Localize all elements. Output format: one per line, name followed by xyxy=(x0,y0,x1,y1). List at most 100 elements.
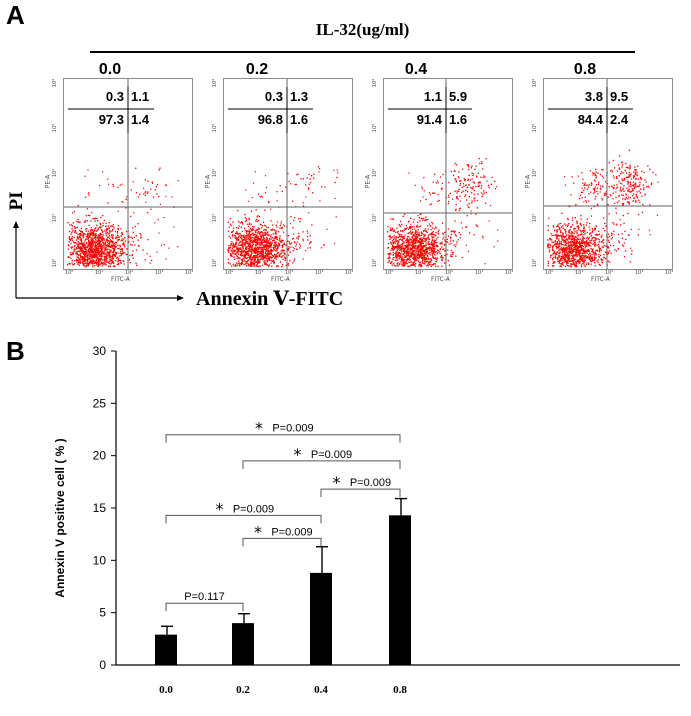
fc-xtick-label: 10² xyxy=(125,270,134,276)
fc-ytick-label: 10¹ xyxy=(372,213,379,223)
fc-ytick-label: 10² xyxy=(372,168,379,178)
y-tick-label: 10 xyxy=(93,553,107,567)
fc-ytick-label: 10³ xyxy=(532,123,539,133)
annexin-bar-chart: P=0.117 * P=0.009 * P=0.009 * P=0.009 * P=0.009 *… xyxy=(53,344,680,696)
quadrant-lr-value: 1.4 xyxy=(131,112,150,127)
panel-a-letter: A xyxy=(6,0,25,30)
fc-xtick-label: 10¹ xyxy=(415,270,424,276)
bar-0.2 xyxy=(232,623,254,665)
fc-xtick-label: 10¹ xyxy=(575,270,584,276)
fc-ytick-label: 10⁴ xyxy=(212,78,219,88)
y-axis-title: Annexin V positive cell ( % ) xyxy=(53,438,67,597)
fc-xtick-label: 10⁰ xyxy=(225,270,234,276)
annexin-axis-label: Annexin Ⅴ-FITC xyxy=(196,288,344,310)
fc-xtick-label: 10⁰ xyxy=(385,270,394,276)
bar-0.8 xyxy=(389,515,411,665)
fc-ytick-label: 10² xyxy=(212,168,219,178)
x-tick-label: 0.0 xyxy=(159,684,173,696)
fc-xtick-label: 10³ xyxy=(635,270,644,276)
flow-plot-0: 0.3 1.1 97.3 1.4 xyxy=(63,78,193,270)
fc-ytick-label: 10³ xyxy=(212,123,219,133)
fc-ytick-label: 10² xyxy=(52,168,59,178)
comparison-bracket xyxy=(242,537,322,547)
fc-xtick-label: 10³ xyxy=(155,270,164,276)
comparison-bracket xyxy=(165,602,244,612)
quadrant-lr-value: 1.6 xyxy=(449,112,468,127)
flow-plot-3: 3.8 9.5 84.4 2.4 xyxy=(543,78,673,270)
fc-xtick-label: 10³ xyxy=(475,270,484,276)
x-tick-label: 0.4 xyxy=(314,684,328,696)
quadrant-lr-value: 1.6 xyxy=(290,112,309,127)
dose-label-3: 0.8 xyxy=(573,61,597,78)
fc-ytick-label: 10⁴ xyxy=(532,78,539,88)
comparison-bracket xyxy=(242,460,401,469)
fc-yaxis-name: PE-A xyxy=(204,174,212,189)
fc-xtick-label: 10⁴ xyxy=(505,270,514,276)
significance-star: * xyxy=(255,419,263,438)
dose-label-2: 0.4 xyxy=(404,61,428,78)
fc-yaxis-name: PE-A xyxy=(364,174,372,189)
fc-ytick-label: 10⁴ xyxy=(372,78,379,88)
flow-plot-1: 0.3 1.3 96.8 1.6 xyxy=(223,78,353,270)
fc-xaxis-name: FITC-A xyxy=(591,276,610,283)
bar-0.0 xyxy=(155,634,177,665)
comparison-p-value: P=0.009 xyxy=(233,503,274,515)
significance-star: * xyxy=(333,473,341,492)
fc-ytick-label: 10² xyxy=(532,168,539,178)
y-tick-label: 5 xyxy=(99,606,106,620)
comparison-p-value: P=0.117 xyxy=(184,591,224,603)
fc-xtick-label: 10⁴ xyxy=(185,270,194,276)
quadrant-ll-value: 84.4 xyxy=(577,112,603,127)
y-tick-label: 0 xyxy=(99,658,106,672)
flow-scatter-3 xyxy=(544,79,672,269)
y-tick-label: 25 xyxy=(93,396,107,410)
fc-xtick-label: 10¹ xyxy=(95,270,104,276)
fc-yaxis-name: PE-A xyxy=(524,174,532,189)
comparison-bracket xyxy=(165,514,322,524)
treatment-title: IL-32(ug/ml) xyxy=(315,20,410,39)
fc-xtick-label: 10⁰ xyxy=(545,270,554,276)
x-tick-label: 0.8 xyxy=(393,684,407,696)
fc-xtick-label: 10⁰ xyxy=(65,270,74,276)
comparison-p-value: P=0.009 xyxy=(271,526,312,538)
pi-axis-label: PI xyxy=(6,191,27,211)
quadrant-ur-value: 9.5 xyxy=(610,89,629,104)
comparison-bracket xyxy=(320,488,401,498)
quadrant-ll-value: 91.4 xyxy=(416,112,442,127)
quadrant-ur-value: 5.9 xyxy=(449,89,468,104)
bar-0.4 xyxy=(310,572,332,665)
treatment-title-rule xyxy=(90,51,635,53)
flow-scatter-0 xyxy=(64,79,192,269)
fc-ytick-label: 10¹ xyxy=(212,213,219,223)
y-tick-label: 30 xyxy=(93,344,107,358)
flow-scatter-2 xyxy=(384,79,512,269)
fc-xtick-label: 10² xyxy=(445,270,454,276)
y-tick-label: 20 xyxy=(93,449,107,463)
quadrant-ll-value: 96.8 xyxy=(257,112,283,127)
significance-star: * xyxy=(254,522,262,541)
fc-ytick-label: 10⁴ xyxy=(52,78,59,88)
fc-xtick-label: 10¹ xyxy=(255,270,264,276)
fc-yaxis-name: PE-A xyxy=(44,174,52,189)
comparison-p-value: P=0.009 xyxy=(350,477,391,489)
significance-star: * xyxy=(216,499,224,518)
fc-ytick-label: 10⁰ xyxy=(52,258,59,268)
dose-label-1: 0.2 xyxy=(245,61,269,78)
significance-star: * xyxy=(294,445,302,464)
quadrant-ul-value: 0.3 xyxy=(105,89,124,104)
quadrant-ul-value: 1.1 xyxy=(423,89,442,104)
quadrant-ur-value: 1.1 xyxy=(131,89,150,104)
fc-xtick-label: 10⁴ xyxy=(345,270,354,276)
fc-xtick-label: 10² xyxy=(285,270,294,276)
fc-ytick-label: 10⁰ xyxy=(212,258,219,268)
fc-xaxis-name: FITC-A xyxy=(431,276,450,283)
y-tick-label: 15 xyxy=(93,501,107,515)
quadrant-ll-value: 97.3 xyxy=(98,112,124,127)
pi-annexin-arrow-axes xyxy=(13,221,184,301)
comparison-bracket xyxy=(165,434,401,443)
comparison-p-value: P=0.009 xyxy=(272,423,313,435)
fc-ytick-label: 10⁰ xyxy=(372,258,379,268)
dose-label-0: 0.0 xyxy=(98,61,122,78)
fc-ytick-label: 10¹ xyxy=(52,213,59,223)
quadrant-ul-value: 3.8 xyxy=(584,89,603,104)
